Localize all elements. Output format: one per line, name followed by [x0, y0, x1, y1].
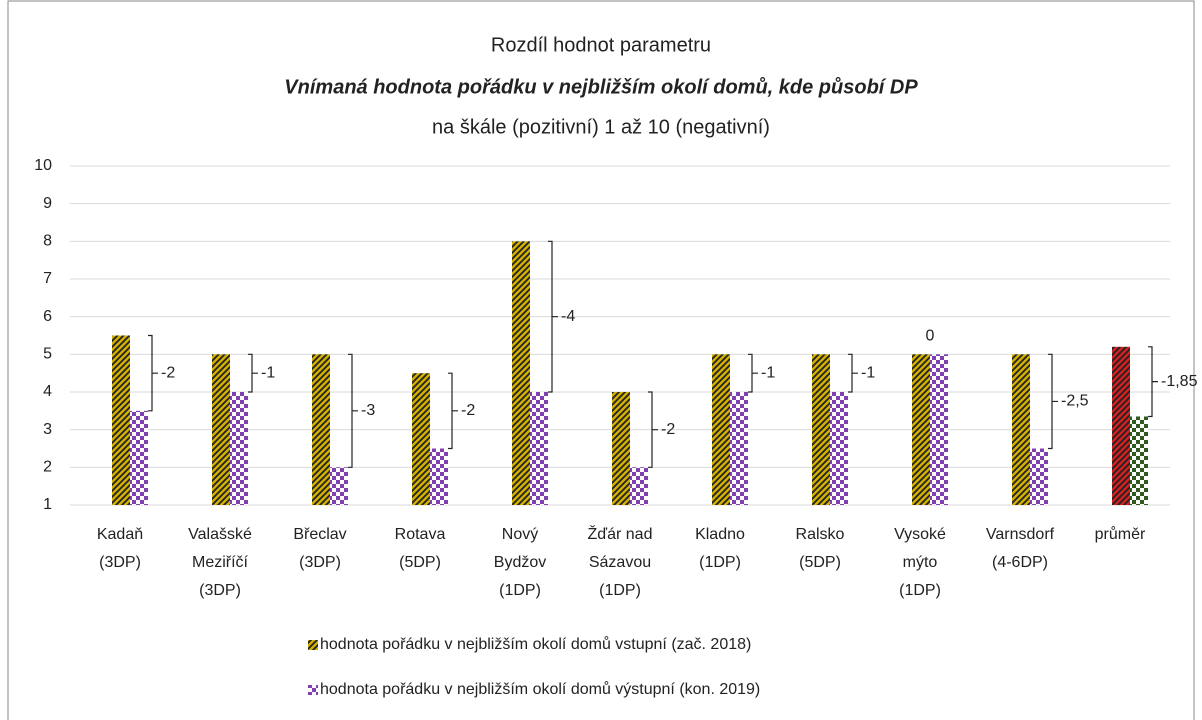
y-tick-label: 4 [43, 383, 52, 400]
difference-bracket [348, 353, 358, 468]
chart-subtitle: Vnímaná hodnota pořádku v nejbližším oko… [284, 76, 918, 98]
difference-label: -2 [161, 364, 175, 381]
chart-subtitle: na škále (pozitivní) 1 až 10 (negativní) [432, 116, 770, 138]
bar [330, 467, 348, 505]
difference-label: -4 [561, 308, 575, 325]
x-tick-label: (1DP) [599, 582, 641, 599]
bar [1030, 448, 1048, 505]
x-tick-label: (3DP) [99, 554, 141, 571]
x-tick-label: (3DP) [199, 582, 241, 599]
legend-marker [308, 685, 318, 695]
y-tick-label: 7 [43, 270, 52, 287]
x-tick-label: Žďár nad [588, 524, 653, 543]
difference-label: -1 [761, 364, 775, 381]
difference-label: -3 [361, 402, 375, 419]
bar [1012, 354, 1030, 505]
x-tick-label: Sázavou [589, 554, 651, 571]
difference-label: -2 [461, 402, 475, 419]
x-tick-label: Meziříčí [192, 554, 249, 571]
y-tick-label: 8 [43, 233, 52, 250]
x-tick-label: Varnsdorf [986, 526, 1055, 543]
bar [130, 410, 148, 505]
x-tick-label: (4-6DP) [992, 554, 1048, 571]
x-tick-label: (1DP) [499, 582, 541, 599]
x-tick-label: průměr [1095, 525, 1146, 543]
bar [730, 392, 748, 505]
difference-label: 0 [926, 328, 935, 345]
x-tick-label: Kladno [695, 526, 745, 543]
difference-bracket [448, 372, 458, 450]
x-tick-label: (1DP) [899, 582, 941, 599]
legend-label: hodnota pořádku v nejbližším okolí domů … [320, 680, 760, 698]
x-tick-label: (5DP) [399, 554, 441, 571]
bar [530, 392, 548, 505]
x-tick-label: Kadaň [97, 526, 143, 543]
chart-frame [7, 0, 1195, 720]
x-tick-label: Bydžov [494, 554, 546, 571]
difference-bracket [748, 353, 758, 393]
difference-bracket [1048, 353, 1058, 450]
x-tick-label: Ralsko [796, 526, 845, 543]
difference-bracket [1148, 346, 1158, 418]
x-tick-label: (5DP) [799, 554, 841, 571]
bar [1130, 416, 1148, 505]
y-tick-label: 10 [34, 157, 52, 174]
bar [912, 354, 930, 505]
y-tick-label: 9 [43, 195, 52, 212]
y-tick-label: 3 [43, 421, 52, 438]
difference-bracket [648, 391, 658, 468]
x-tick-label: (1DP) [699, 554, 741, 571]
bar [512, 241, 530, 506]
difference-label: -2,5 [1061, 393, 1089, 410]
bar [612, 392, 630, 505]
difference-label: -2 [661, 421, 675, 438]
bar [830, 392, 848, 505]
bar [430, 448, 448, 505]
difference-bracket [148, 334, 158, 412]
bar [1112, 346, 1130, 505]
x-tick-label: Nový [502, 526, 538, 543]
difference-label: -1,85 [1161, 373, 1198, 390]
x-tick-label: mýto [903, 554, 938, 571]
x-tick-label: Valašské [188, 526, 252, 543]
bar [112, 335, 130, 505]
bar [312, 354, 330, 505]
difference-bracket [548, 240, 558, 393]
bar [412, 373, 430, 505]
legend-marker [308, 640, 318, 650]
bar [930, 354, 948, 505]
x-tick-label: Břeclav [293, 526, 346, 543]
x-tick-label: (3DP) [299, 554, 341, 571]
x-tick-label: Vysoké [894, 526, 946, 543]
y-tick-label: 5 [43, 346, 52, 363]
x-tick-label: Rotava [395, 526, 446, 543]
legend-label: hodnota pořádku v nejbližším okolí domů … [320, 635, 751, 653]
difference-label: -1 [861, 364, 875, 381]
difference-bracket [848, 353, 858, 393]
bar [630, 467, 648, 505]
difference-label: -1 [261, 364, 275, 381]
y-tick-label: 1 [43, 496, 52, 513]
y-tick-label: 2 [43, 459, 52, 476]
bar [712, 354, 730, 505]
bar [812, 354, 830, 505]
y-tick-label: 6 [43, 308, 52, 325]
bar [230, 392, 248, 505]
bar [212, 354, 230, 505]
difference-bracket [248, 353, 258, 393]
chart-title: Rozdíl hodnot parametru [491, 34, 711, 56]
